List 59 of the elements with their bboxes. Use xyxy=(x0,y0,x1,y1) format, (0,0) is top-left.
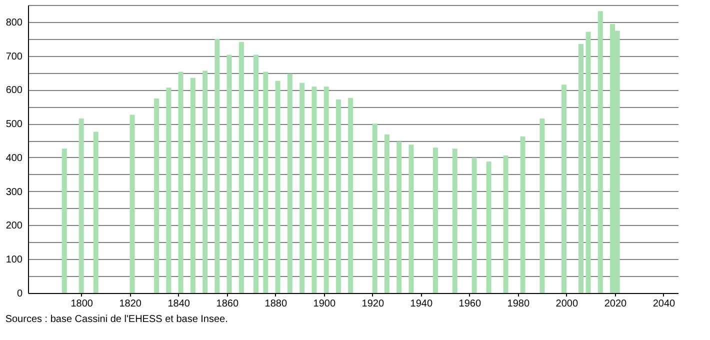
x-tick-label: 1840 xyxy=(168,298,190,310)
y-tick-label: 200 xyxy=(6,220,23,232)
x-tick-label: 2000 xyxy=(556,298,578,310)
source-note: Sources : base Cassini de l'EHESS et base Insee. xyxy=(5,314,228,325)
x-tick-label: 1920 xyxy=(362,298,384,310)
bar xyxy=(432,148,438,293)
x-tick-label: 1940 xyxy=(410,298,433,310)
bar xyxy=(238,42,244,293)
bar xyxy=(324,86,329,293)
x-tick-label: 2020 xyxy=(604,298,627,310)
y-tick-label: 800 xyxy=(6,17,23,28)
bar xyxy=(562,84,567,293)
y-tick-label: 600 xyxy=(6,85,23,96)
x-tick-label: 1960 xyxy=(458,298,482,310)
bar xyxy=(226,54,232,293)
bar xyxy=(287,74,292,293)
bar xyxy=(78,118,84,293)
bar xyxy=(372,124,378,293)
bar xyxy=(586,32,591,293)
x-tick-label: 1880 xyxy=(264,298,288,310)
y-tick-label: 0 xyxy=(16,288,23,300)
bar xyxy=(452,148,458,293)
x-tick-label: 1900 xyxy=(313,298,336,310)
bar xyxy=(300,82,305,293)
bar xyxy=(578,44,584,293)
bar xyxy=(486,162,492,293)
bar xyxy=(263,72,268,293)
bar xyxy=(253,54,258,293)
bar xyxy=(62,148,67,293)
bar xyxy=(190,78,196,293)
bar xyxy=(598,11,603,293)
y-tick-label: 300 xyxy=(6,186,23,198)
bar xyxy=(520,136,526,293)
bar xyxy=(408,144,414,293)
bar xyxy=(336,100,341,293)
bar xyxy=(275,80,280,293)
x-tick-label: 2040 xyxy=(652,298,676,310)
bar xyxy=(166,88,172,293)
bar xyxy=(93,132,98,293)
bar xyxy=(540,118,545,293)
bar xyxy=(503,155,508,293)
bar xyxy=(348,98,354,293)
x-tick-label: 1820 xyxy=(119,298,142,310)
y-tick-label: 700 xyxy=(6,51,23,62)
x-tick-label: 1980 xyxy=(507,298,530,310)
bar xyxy=(472,157,477,293)
bar xyxy=(130,114,135,293)
bar xyxy=(202,70,208,293)
x-tick-label: 1860 xyxy=(216,298,239,310)
bar xyxy=(312,86,317,293)
bar xyxy=(396,142,402,293)
bar xyxy=(154,98,160,293)
bar xyxy=(384,134,390,293)
x-tick-label: 1800 xyxy=(70,298,94,310)
y-tick-label: 400 xyxy=(6,152,23,164)
bar xyxy=(214,38,220,293)
y-tick-label: 100 xyxy=(6,254,23,266)
bar xyxy=(178,72,184,293)
y-tick-label: 500 xyxy=(6,119,23,130)
